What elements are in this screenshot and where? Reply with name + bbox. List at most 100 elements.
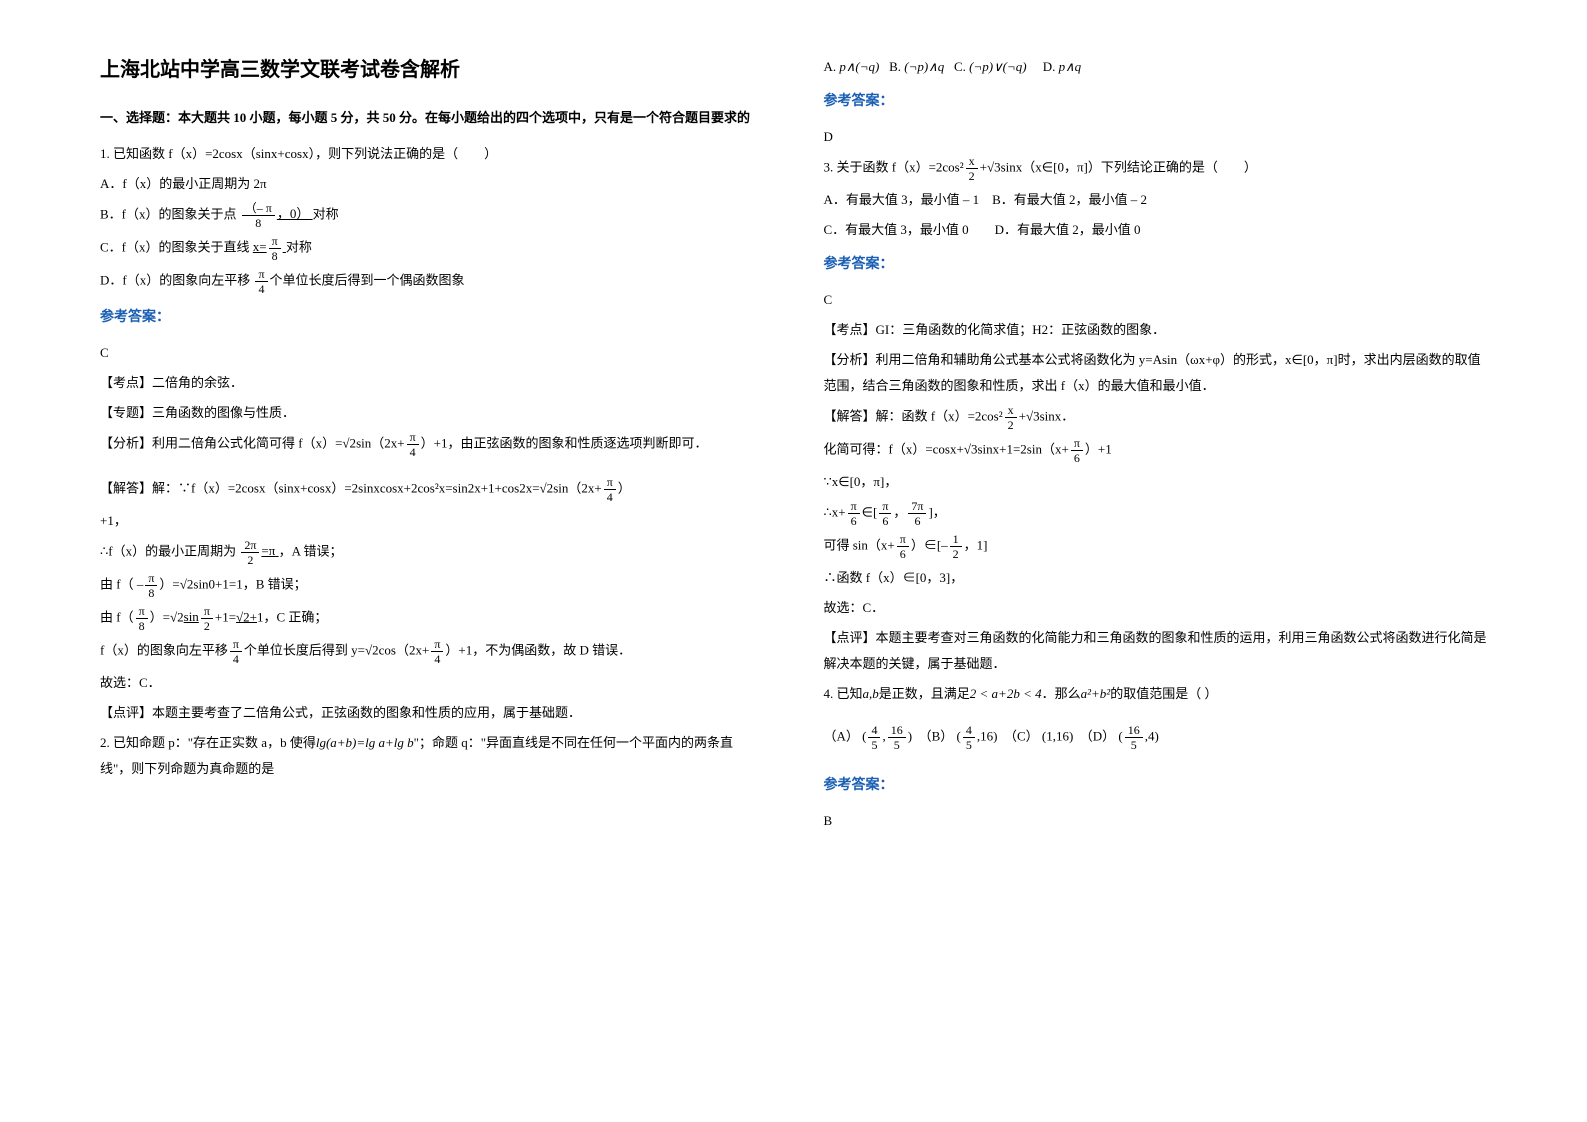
text: 可得 sin（x+ (824, 537, 895, 552)
q1-option-a: A．f（x）的最小正周期为 2π (100, 171, 764, 197)
text: +1， (100, 508, 764, 534)
text: ，1] (964, 537, 988, 552)
sqrt: √3 (1026, 408, 1040, 423)
answer-label: 参考答案： (100, 304, 764, 332)
text: D．f（x）的图象向左平移 (100, 272, 250, 287)
fraction: π 6 (897, 532, 909, 561)
text: ．那么 (1042, 686, 1081, 701)
text: 4. 已知 (824, 686, 863, 701)
q1-step-b: 由 f（ – π 8 ）=√2sin0+1=1，B 错误； (100, 571, 764, 600)
underline: （– π 8 ，0） (240, 206, 313, 221)
denom: 4 (604, 490, 616, 504)
fraction: 4 5 (963, 723, 975, 752)
fraction: π 6 (1071, 436, 1083, 465)
sqrt: √3 (964, 441, 978, 456)
denom: 5 (888, 738, 906, 752)
text: (1,16) (1042, 728, 1073, 743)
numer: 2π (241, 538, 259, 553)
denom: 4 (407, 445, 419, 459)
denom: 8 (242, 216, 275, 230)
numer: π (230, 637, 242, 652)
fraction: π 4 (255, 267, 267, 296)
text: C．f（x）的图象关于直线 (100, 239, 250, 254)
fraction: π 8 (145, 571, 157, 600)
q3-kaodian: 【考点】GI：三角函数的化简求值；H2：正弦函数的图象． (824, 317, 1488, 343)
q1-jieda: 【解答】解：∵f（x）=2cosx（sinx+cosx）=2sinxcosx+2… (100, 475, 764, 504)
text: ,16) (977, 728, 998, 743)
text: sinx+1=2sin（x+ (977, 441, 1068, 456)
formula: (¬p)∨(¬q) (969, 59, 1026, 74)
sqrt: √2+ (236, 609, 257, 624)
q1-step-c: 由 f（ π 8 ）=√2sin π 2 +1=√2+1，C 正确； (100, 604, 764, 633)
formula: p∧(¬q) (839, 59, 879, 74)
text: sin (184, 609, 199, 624)
text: 是正数，且满足 (879, 686, 970, 701)
fraction: π 4 (230, 637, 242, 666)
text: + (1019, 408, 1026, 423)
page-title: 上海北站中学高三数学文联考试卷含解析 (100, 50, 764, 90)
text: ， (893, 504, 906, 519)
text: cos（2x+ (379, 642, 430, 657)
formula: (¬p)∧q (904, 59, 944, 74)
sqrt: √2 (180, 576, 194, 591)
neg: – (941, 537, 948, 552)
q4-stem: 4. 已知a,b是正数，且满足2 < a+2b < 4．那么a²+b²的取值范围… (824, 681, 1488, 707)
denom: 6 (1071, 451, 1083, 465)
q3-huajian: 化简可得：f（x）=cosx+√3sinx+1=2sin（x+ π 6 ）+1 (824, 436, 1488, 465)
text: +1= (215, 609, 236, 624)
denom: 8 (136, 619, 148, 633)
text: ，A 错误； (279, 543, 343, 558)
label: A. (824, 59, 837, 74)
q3-jieda: 【解答】解：函数 f（x）=2cos² x 2 +√3sinx． (824, 403, 1488, 432)
denom: 6 (879, 514, 891, 528)
denom: 5 (963, 738, 975, 752)
answer-label: 参考答案： (824, 88, 1488, 116)
text: 个单位长度后得到一个偶函数图象 (270, 272, 465, 287)
text: 【解答】解：∵f（x）=2cosx（sinx+cosx）=2sinxcosx+2… (100, 480, 540, 495)
fraction: π 4 (604, 475, 616, 504)
denom: 5 (1125, 738, 1143, 752)
q1-step-d: f（x）的图象向左平移 π 4 个单位长度后得到 y=√2cos（2x+ π 4… (100, 637, 764, 666)
text: 【分析】利用二倍角公式化简可得 f（x）= (100, 435, 342, 450)
underline: x= π 8 (253, 239, 286, 254)
denom: 4 (255, 282, 267, 296)
underline: sin π 2 (184, 609, 215, 624)
text: 2. 已知命题 p："存在正实数 a，b 使得 (100, 735, 316, 750)
denom: 2 (201, 619, 213, 633)
q1-option-c: C．f（x）的图象关于直线 x= π 8 对称 (100, 234, 764, 263)
denom: 4 (230, 652, 242, 666)
text: + (980, 159, 987, 174)
numer: π (145, 571, 157, 586)
answer-label: 参考答案： (824, 251, 1488, 279)
q3-options-cd: C．有最大值 3，最小值 0 D．有最大值 2，最小值 0 (824, 217, 1488, 243)
numer: π (407, 430, 419, 445)
text: sin（2x+ (356, 435, 405, 450)
numer: 16 (888, 723, 906, 738)
q1-answer: C (100, 340, 764, 366)
q1-guxuan: 故选：C． (100, 670, 764, 696)
q1-fenxi: 【分析】利用二倍角公式化简可得 f（x）=√2sin（2x+ π 4 ）+1，由… (100, 430, 764, 459)
text: ∈[ (862, 504, 878, 519)
text: ∴f（x）的最小正周期为 (100, 543, 236, 558)
numer: （– π (242, 201, 275, 216)
q3-range4: ∴函数 f（x）∈[0，3]， (824, 565, 1488, 591)
text: 由 f（ (100, 609, 134, 624)
q2-stem: 2. 已知命题 p："存在正实数 a，b 使得lg(a+b)=lg a+lg b… (100, 730, 764, 782)
text: =π (261, 543, 275, 558)
text: 化简可得：f（x）=cosx+ (824, 441, 964, 456)
denom: 6 (897, 547, 909, 561)
denom: 2 (241, 553, 259, 567)
text: 【解答】解：函数 f（x）=2cos² (824, 408, 1003, 423)
label: （D） (1080, 728, 1115, 743)
formula: a²+b² (1081, 686, 1111, 701)
numer: π (604, 475, 616, 490)
label: （C） (1004, 728, 1039, 743)
q3-range2: ∴x+ π 6 ∈[ π 6 ， 7π 6 ]， (824, 499, 1488, 528)
numer: π (269, 234, 281, 249)
paren: ( (957, 728, 961, 743)
q3-range1: ∵x∈[0，π]， (824, 469, 1488, 495)
text: ）∈[ (911, 537, 941, 552)
fraction: π 6 (879, 499, 891, 528)
sqrt: √2 (342, 435, 356, 450)
text: sinx． (1040, 408, 1075, 423)
